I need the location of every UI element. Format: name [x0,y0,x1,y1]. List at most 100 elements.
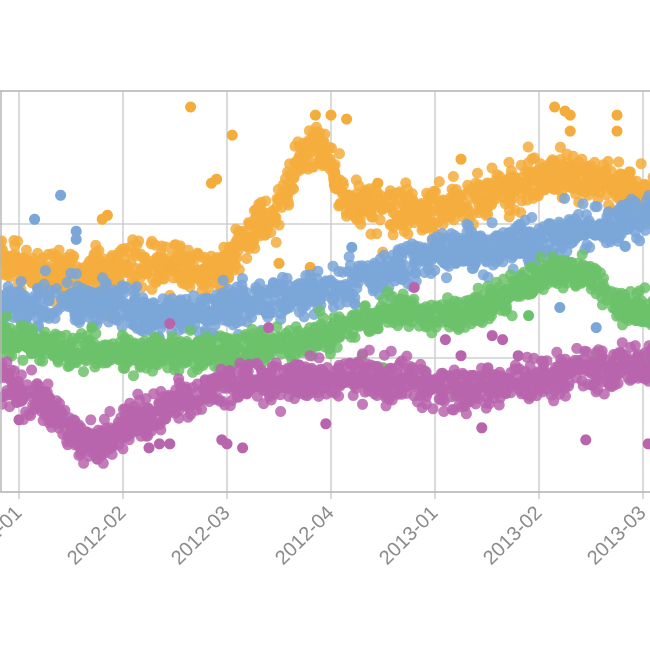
data-point [396,250,408,262]
data-point [576,183,588,195]
data-point [275,193,287,204]
data-point [559,193,571,204]
data-point [166,331,178,343]
data-point [334,280,346,292]
data-point [324,348,336,360]
data-point [612,290,624,302]
data-point [194,296,206,308]
data-point [218,301,230,313]
data-point [334,197,346,209]
data-point [153,355,165,367]
data-point [70,287,82,299]
data-point [127,234,139,246]
data-point [4,289,16,301]
outlier-point [325,109,337,121]
data-point [631,182,642,194]
data-point [78,366,89,378]
data-point [184,324,196,336]
data-point [424,209,436,221]
data-point [482,280,494,292]
data-point [135,248,147,260]
data-point [604,236,616,248]
data-point [472,167,483,179]
data-point [44,284,56,296]
data-point [104,406,116,417]
data-point [192,335,204,347]
data-point [344,197,356,208]
data-point [632,211,644,223]
data-point [466,263,478,274]
data-point [404,303,416,315]
outlier-point [127,350,139,362]
outlier-point [455,153,467,165]
data-point [139,335,151,347]
data-point [256,213,268,225]
data-point [351,188,363,200]
data-point [220,260,232,272]
data-point [371,187,383,199]
data-point [433,176,445,188]
data-point [522,141,534,153]
data-point [154,309,166,320]
outlier-point [70,233,82,245]
data-point [597,299,608,311]
data-point [470,177,481,189]
data-point [417,243,429,255]
data-point [260,307,272,319]
data-point [625,286,636,297]
data-point [232,232,244,244]
data-point [241,253,253,264]
data-point [503,197,515,209]
data-point [395,260,407,272]
data-point [75,328,87,340]
data-point [463,220,475,232]
data-point [123,300,135,312]
data-point [336,188,348,199]
data-point [319,145,330,157]
outlier-point [96,213,108,225]
data-point [434,197,445,209]
data-point [20,244,32,256]
data-point [641,218,650,230]
data-point [212,345,223,357]
data-point [409,256,421,268]
data-point [482,241,494,253]
data-point [318,158,330,170]
data-point [117,362,129,374]
data-point [230,306,242,318]
data-point [541,355,553,367]
data-point [623,306,635,318]
data-point [400,177,412,189]
data-point [242,294,254,306]
outlier-point [86,322,98,334]
data-point [91,347,103,359]
data-point [605,173,617,185]
data-point [437,218,449,230]
data-point [534,170,546,182]
data-point [396,243,408,254]
data-point [486,197,498,209]
data-point [24,256,36,268]
data-point [600,286,612,298]
data-point [393,218,405,230]
data-point [474,192,485,204]
data-point [483,179,495,191]
data-point [8,342,20,354]
data-point [182,254,194,266]
data-point [559,224,570,236]
data-point [85,414,97,426]
data-point [544,272,556,284]
data-point [293,306,305,318]
outlier-point [611,125,623,137]
data-point [426,327,438,339]
data-point [618,182,630,193]
outlier-point [450,257,462,269]
data-point [382,285,394,297]
data-point [334,174,346,186]
data-point [635,158,647,170]
data-point [327,323,338,335]
outlier-point [341,113,353,125]
data-point [602,155,614,167]
outlier-point [523,310,535,322]
series-1 [0,189,650,348]
